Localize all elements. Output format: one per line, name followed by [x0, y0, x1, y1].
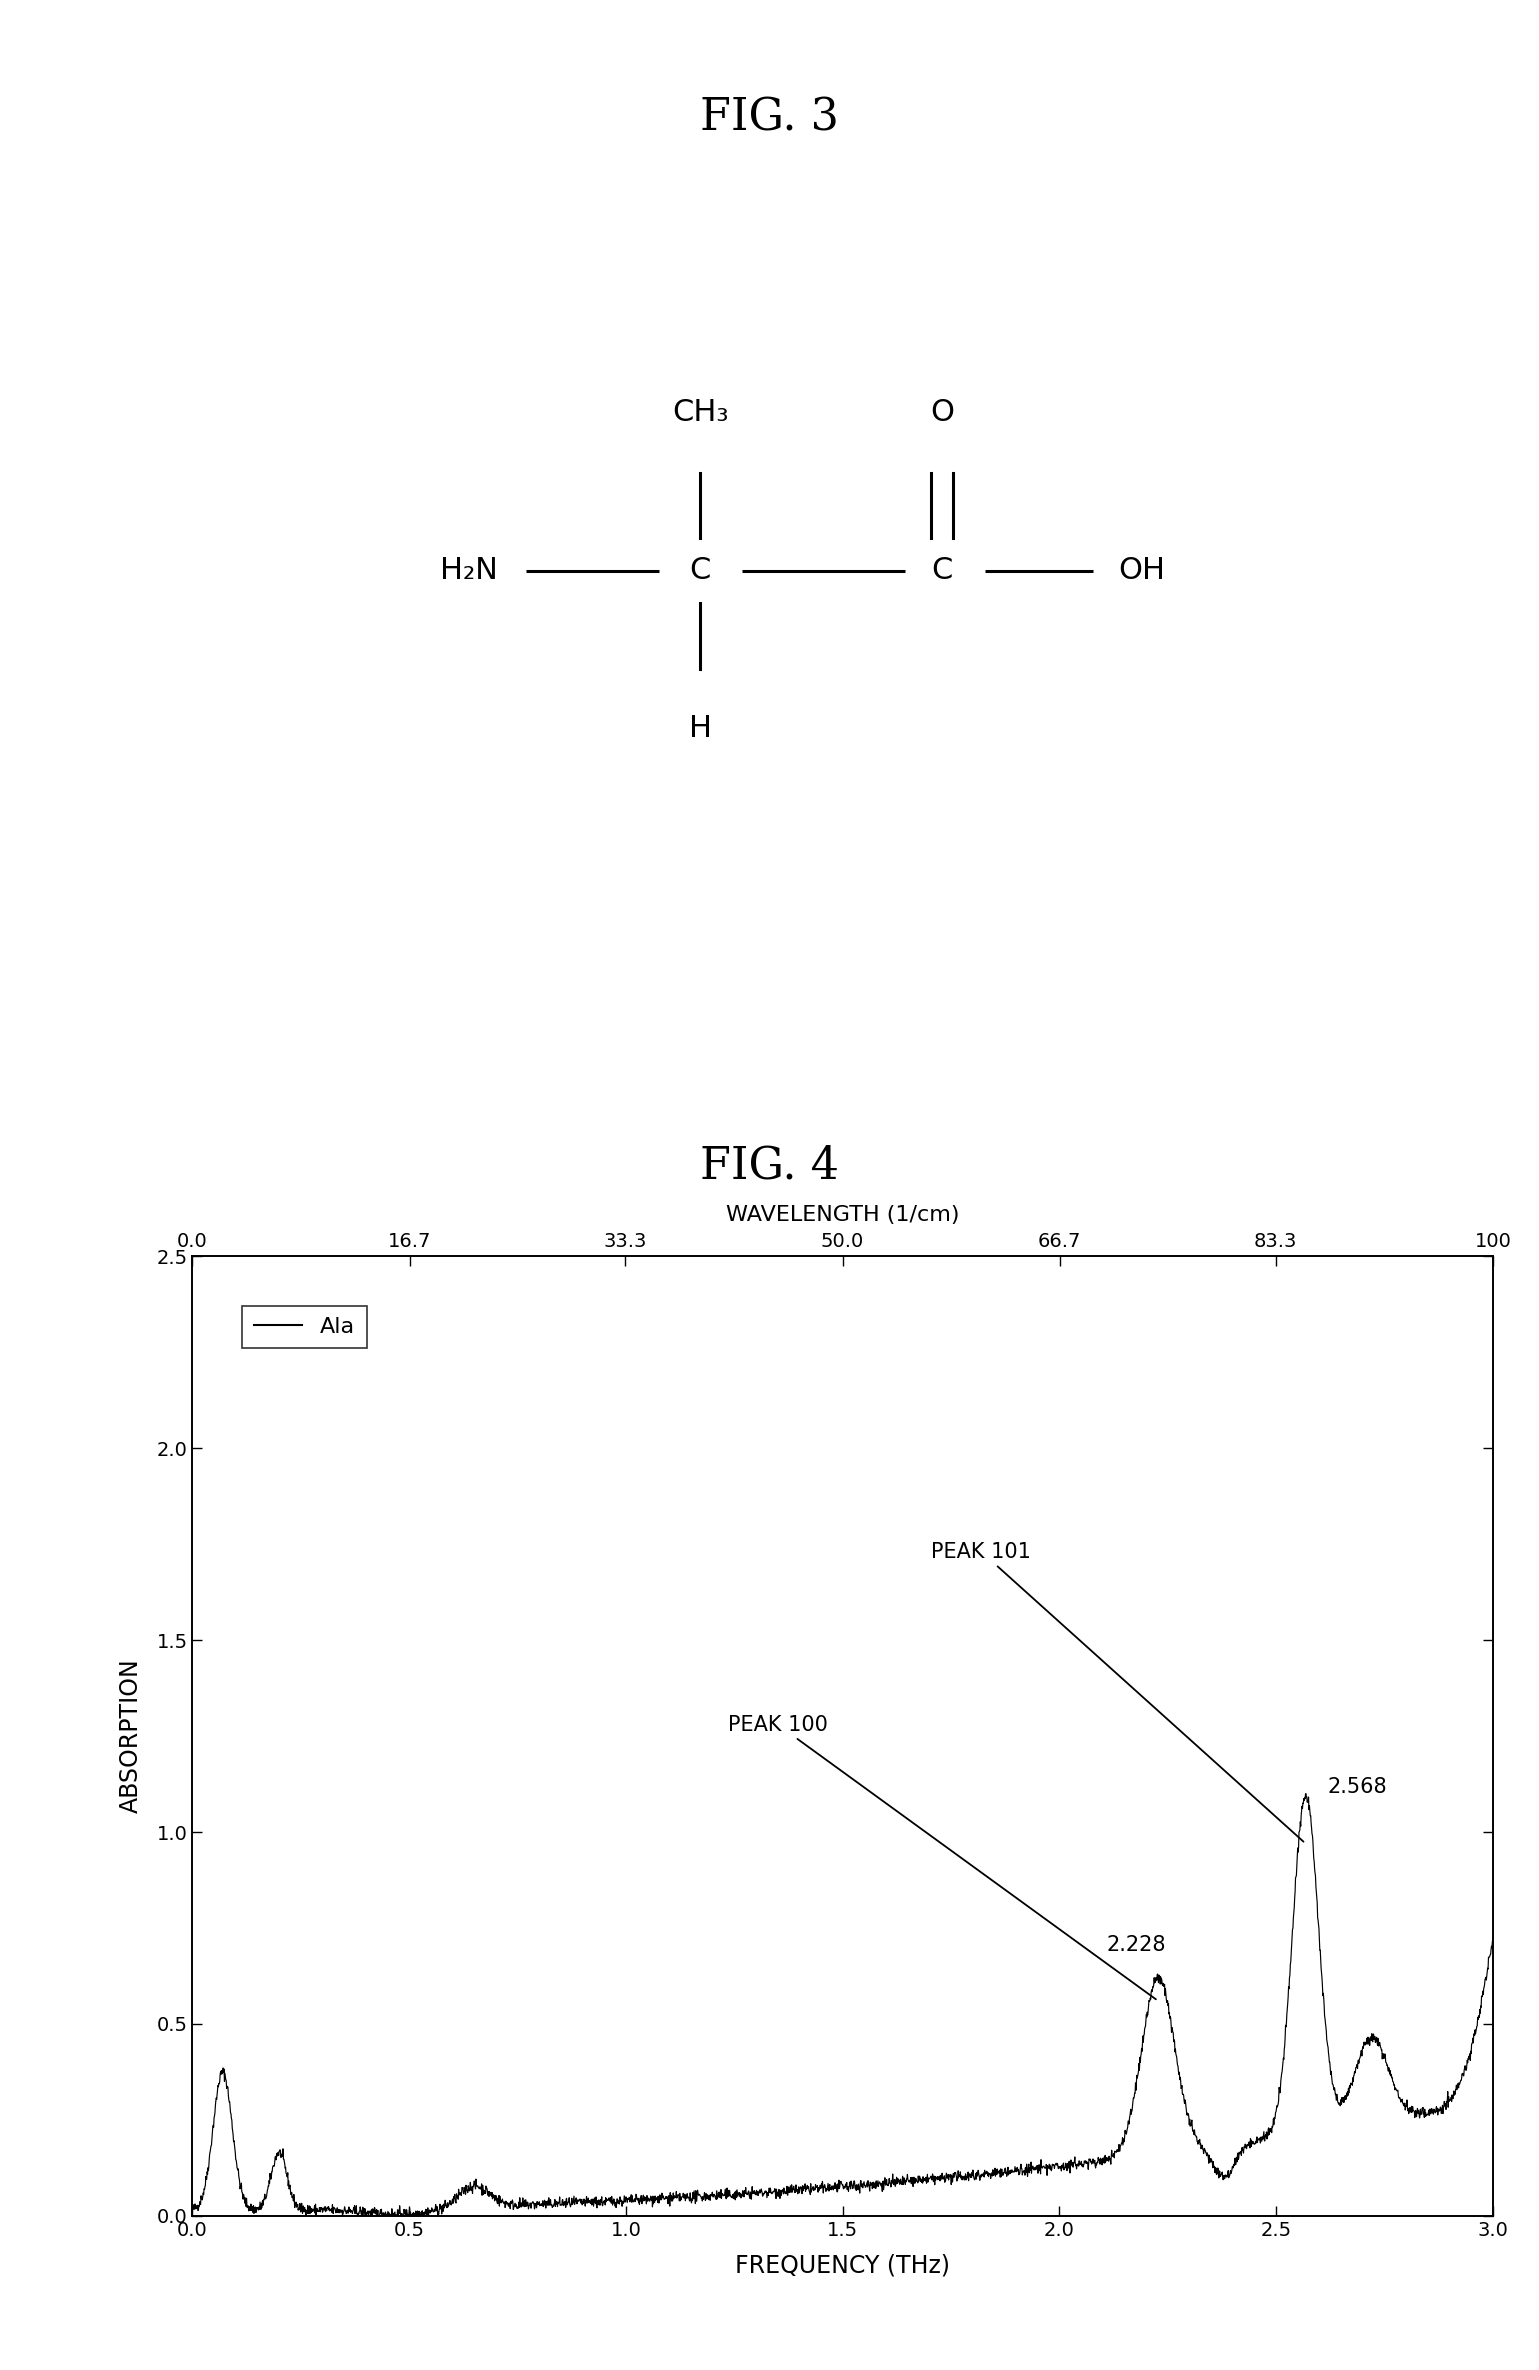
- X-axis label: FREQUENCY (THz): FREQUENCY (THz): [736, 2254, 950, 2278]
- Text: O: O: [930, 398, 954, 427]
- Text: PEAK 100: PEAK 100: [728, 1714, 1156, 2000]
- Text: C: C: [931, 557, 953, 585]
- Text: CH₃: CH₃: [673, 398, 728, 427]
- Legend: Ala: Ala: [243, 1306, 366, 1349]
- Text: FIG. 3: FIG. 3: [700, 97, 839, 140]
- Text: C: C: [689, 557, 711, 585]
- Text: FIG. 4: FIG. 4: [700, 1145, 839, 1187]
- Text: OH: OH: [1119, 557, 1165, 585]
- Text: 2.228: 2.228: [1107, 1934, 1167, 1955]
- Y-axis label: ABSORPTION: ABSORPTION: [119, 1659, 143, 1813]
- Text: H₂N: H₂N: [440, 557, 499, 585]
- Text: H: H: [689, 713, 711, 744]
- Text: PEAK 101: PEAK 101: [931, 1543, 1304, 1841]
- X-axis label: WAVELENGTH (1/cm): WAVELENGTH (1/cm): [726, 1204, 959, 1225]
- Text: 2.568: 2.568: [1328, 1778, 1387, 1796]
